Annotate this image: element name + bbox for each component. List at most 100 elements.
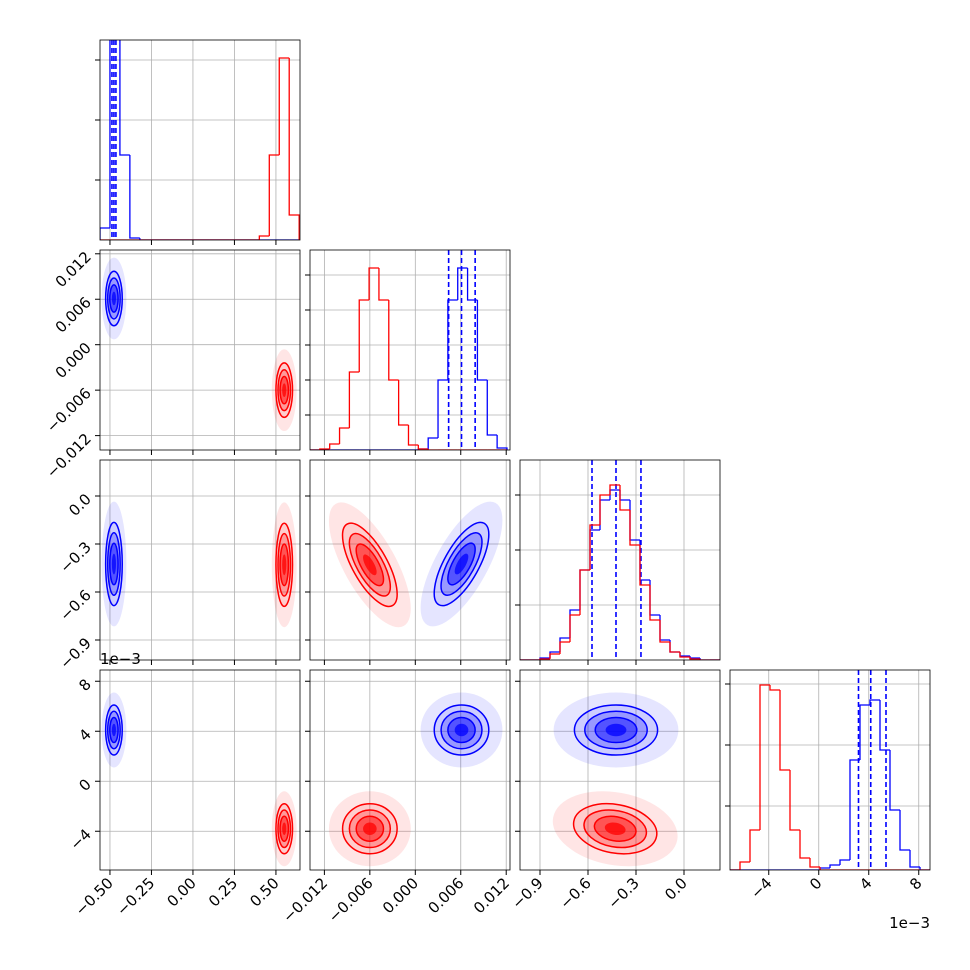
x-tick-label: 0.006	[424, 874, 467, 917]
histogram-step	[378, 268, 389, 301]
histogram-step	[879, 700, 890, 751]
panel-frame	[309, 459, 511, 661]
y-tick-label: 0.006	[52, 293, 95, 336]
y-tick-label: 0.012	[52, 248, 95, 291]
histogram-step	[358, 299, 370, 372]
histogram-step	[338, 427, 350, 444]
histogram-step	[119, 40, 130, 156]
panel	[305, 459, 511, 665]
contour	[282, 383, 287, 397]
histogram-step	[609, 484, 620, 495]
histogram-step	[329, 443, 340, 449]
histogram-step	[407, 425, 419, 446]
contours	[101, 501, 297, 628]
histogram-step	[549, 651, 560, 658]
x-tick-label: 0.00	[163, 874, 199, 910]
panel-frame	[729, 669, 931, 871]
x-tick-label: −0.25	[113, 874, 158, 919]
contours	[101, 257, 297, 432]
x-tick-label: 0.012	[470, 874, 513, 917]
histogram-step	[100, 227, 110, 240]
x-tick-label: −0.006	[325, 874, 377, 926]
histogram-step	[689, 656, 700, 659]
histogram-step	[839, 859, 850, 865]
histogram-step	[639, 545, 650, 586]
histogram-step	[496, 435, 508, 450]
histogram-step	[466, 268, 478, 301]
histogram-step	[388, 300, 399, 381]
x-tick-label: 0.50	[246, 874, 282, 910]
histogram-step	[859, 704, 870, 760]
histogram-step	[659, 620, 670, 643]
panel-frame	[309, 669, 511, 871]
x-tick-label: 0.25	[205, 874, 241, 910]
histogram-step	[559, 637, 570, 652]
y-tick-label: −0.6	[56, 586, 94, 624]
histogram-step	[476, 300, 488, 381]
histogram-step	[139, 238, 150, 240]
histogram-step	[589, 524, 600, 570]
contours	[101, 692, 297, 867]
x-tick-label: 4	[856, 874, 875, 893]
panel-frame	[309, 249, 511, 451]
x-tick-label: 8	[906, 874, 925, 893]
histogram-step	[849, 759, 860, 860]
histogram-step	[569, 609, 580, 638]
y-tick-label: −0.3	[56, 538, 94, 576]
histogram-step	[679, 652, 690, 658]
panel-frame	[99, 249, 301, 451]
histogram-step	[288, 58, 300, 240]
contours	[552, 692, 679, 867]
histogram-step	[829, 864, 840, 868]
y-tick-label: −0.9	[56, 634, 94, 672]
histogram-step	[629, 500, 640, 541]
histogram-step	[689, 657, 700, 660]
panel	[95, 39, 301, 245]
histogram-step	[809, 858, 820, 868]
histogram-step	[569, 614, 580, 642]
contour	[111, 553, 117, 575]
histogram-step	[457, 267, 468, 300]
contours	[328, 692, 503, 867]
panel	[305, 249, 511, 455]
x-tick-label: −0.50	[72, 874, 117, 919]
histogram-step	[129, 155, 140, 239]
panel-frame	[519, 459, 721, 661]
panel-frame	[519, 669, 721, 871]
x-tick-label: 0.000	[379, 874, 422, 917]
histogram-step	[799, 830, 810, 859]
histogram-step	[899, 810, 910, 851]
y-tick-label: 0	[75, 775, 94, 794]
histogram-step	[679, 652, 690, 657]
contour	[454, 723, 469, 737]
histogram-step	[599, 499, 610, 530]
y-tick-label: −0.012	[43, 430, 95, 482]
histogram-step	[268, 154, 280, 236]
histogram-step	[909, 850, 920, 868]
contour	[282, 822, 287, 835]
panel: −0.9 −0.6 −0.3 0.0	[56, 459, 301, 673]
histogram-step	[669, 640, 680, 653]
contour	[454, 553, 469, 575]
contour	[605, 723, 627, 737]
histogram-step	[368, 267, 379, 300]
panel: −0.9 −0.6 −0.3 0.0	[508, 669, 721, 913]
histograms	[100, 40, 300, 240]
histograms	[310, 250, 508, 450]
x-tick-label: −0.9	[508, 874, 546, 912]
histogram-step	[749, 829, 760, 862]
histogram-step	[619, 485, 630, 511]
x-offset-label: 1e−3	[889, 914, 930, 932]
histogram-step	[417, 445, 429, 450]
histogram-step	[659, 615, 670, 641]
histogram-step	[789, 770, 800, 831]
contour	[363, 822, 377, 835]
histogram-step	[649, 585, 660, 621]
histograms	[520, 460, 720, 660]
histogram-step	[427, 437, 439, 449]
panel	[515, 459, 721, 665]
y-tick-label: 8	[75, 675, 94, 694]
contour	[111, 291, 117, 306]
